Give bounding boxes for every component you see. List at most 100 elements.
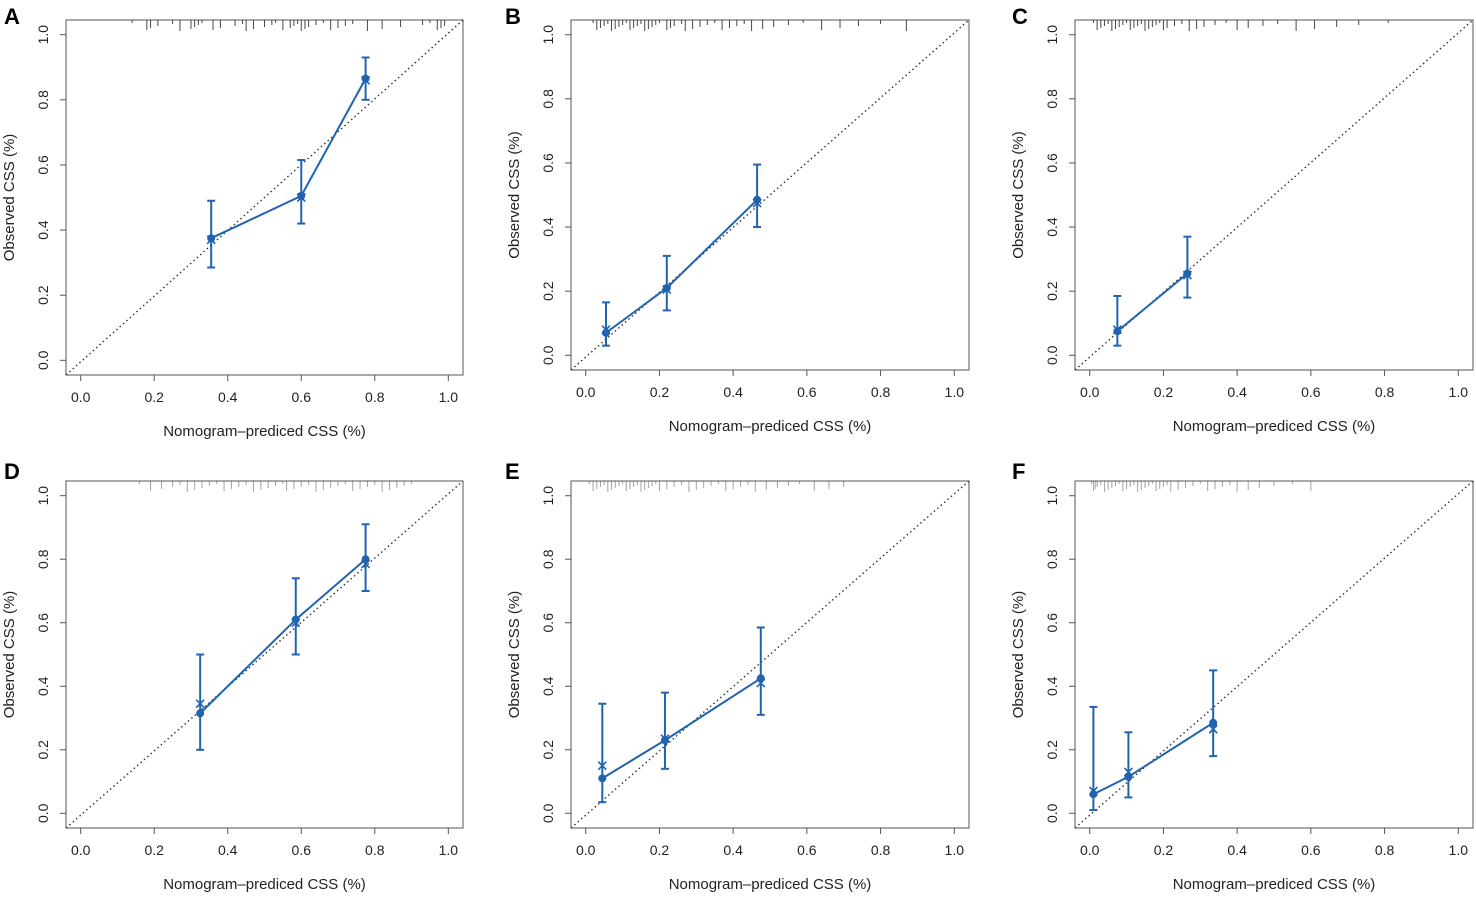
observed-point: [1113, 327, 1122, 336]
y-tick-label: 0.4: [35, 220, 51, 240]
plot-frame: [1074, 19, 1474, 371]
x-tick-label: 0.6: [797, 842, 817, 858]
y-tick-label: 0.8: [35, 549, 51, 569]
bias-corrected-marker: [1123, 767, 1133, 777]
y-tick-label: 0.2: [35, 740, 51, 760]
panel-letter: E: [505, 459, 520, 484]
bias-corrected-marker: [1208, 724, 1218, 734]
bias-corrected-marker: [361, 559, 371, 569]
x-tick-label: 0.8: [871, 842, 891, 858]
y-tick-label: 1.0: [540, 25, 556, 45]
y-axis-title: Observed CSS (%): [1, 134, 18, 262]
y-tick-label: 0.6: [1044, 613, 1060, 633]
x-tick-label: 0.4: [1227, 384, 1247, 400]
x-tick-label: 1.0: [1449, 842, 1469, 858]
observed-point: [660, 736, 669, 745]
panel-letter: C: [1012, 4, 1028, 29]
y-tick-label: 0.0: [540, 803, 556, 823]
x-tick-label: 0.4: [723, 384, 743, 400]
x-tick-label: 0.8: [365, 389, 385, 405]
bias-corrected-marker: [1112, 325, 1122, 335]
calibration-line: [1092, 721, 1214, 796]
y-tick-label: 0.2: [540, 740, 556, 760]
x-tick-label: 0.0: [576, 842, 596, 858]
calibration-line: [210, 78, 367, 240]
x-tick-label: 0.4: [218, 842, 238, 858]
bias-corrected-marker: [361, 75, 371, 85]
observed-point: [196, 709, 205, 718]
bias-corrected-marker: [296, 192, 306, 203]
y-axis-title: Observed CSS (%): [1010, 591, 1027, 719]
y-tick-label: 1.0: [540, 486, 556, 506]
y-tick-label: 0.0: [35, 803, 51, 823]
bias-corrected-marker: [291, 618, 301, 628]
x-tick-label: 0.0: [71, 842, 91, 858]
y-tick-label: 0.2: [35, 285, 51, 305]
x-tick-label: 0.6: [1301, 842, 1321, 858]
ideal-reference-line: [1074, 480, 1474, 829]
bias-corrected-marker: [597, 761, 607, 771]
x-tick-label: 0.6: [1301, 384, 1321, 400]
x-tick-label: 1.0: [945, 384, 965, 400]
observed-point: [598, 774, 607, 783]
y-axis-title: Observed CSS (%): [506, 131, 523, 259]
x-axis-title: Nomogram–prediced CSS (%): [669, 418, 872, 435]
calibration-line: [601, 677, 762, 780]
bias-corrected-marker: [752, 198, 762, 208]
x-tick-label: 0.0: [1080, 384, 1100, 400]
observed-point: [297, 191, 306, 200]
x-axis-title: Nomogram–prediced CSS (%): [163, 876, 366, 893]
x-tick-label: 0.2: [144, 842, 164, 858]
panel-letter: A: [4, 4, 20, 29]
x-tick-label: 1.0: [439, 389, 459, 405]
y-tick-label: 0.6: [1044, 153, 1060, 173]
x-tick-label: 0.2: [1154, 842, 1174, 858]
calibration-line: [199, 558, 367, 714]
x-tick-label: 0.0: [71, 389, 91, 405]
panel-letter: B: [505, 4, 521, 29]
y-tick-label: 0.6: [540, 613, 556, 633]
y-tick-label: 0.4: [1044, 676, 1060, 696]
plot-frame: [1074, 480, 1474, 829]
bias-corrected-marker: [206, 235, 216, 245]
y-tick-label: 1.0: [1044, 25, 1060, 45]
x-tick-label: 0.0: [1080, 842, 1100, 858]
y-tick-label: 0.4: [35, 676, 51, 696]
x-axis-title: Nomogram–prediced CSS (%): [1173, 876, 1376, 893]
x-tick-label: 0.8: [1375, 384, 1395, 400]
bias-corrected-marker: [660, 734, 670, 744]
y-tick-label: 0.4: [540, 217, 556, 237]
x-tick-label: 0.6: [292, 389, 312, 405]
plot-frame: [570, 19, 970, 371]
ideal-reference-line: [65, 19, 464, 376]
x-tick-label: 0.0: [576, 384, 596, 400]
ideal-reference-line: [65, 480, 464, 829]
y-tick-label: 0.8: [540, 89, 556, 109]
x-tick-label: 0.6: [292, 842, 312, 858]
y-tick-label: 0.6: [35, 613, 51, 633]
x-tick-label: 0.4: [1227, 842, 1247, 858]
x-axis-title: Nomogram–prediced CSS (%): [1173, 418, 1376, 435]
x-tick-label: 0.4: [723, 842, 743, 858]
x-tick-label: 0.8: [871, 384, 891, 400]
y-tick-label: 0.8: [1044, 89, 1060, 109]
y-axis-title: Observed CSS (%): [506, 591, 523, 719]
bias-corrected-marker: [195, 699, 205, 709]
y-tick-label: 0.0: [35, 350, 51, 370]
bias-corrected-marker: [662, 284, 672, 295]
x-tick-label: 0.4: [218, 389, 238, 405]
y-tick-label: 0.0: [1044, 803, 1060, 823]
x-tick-label: 1.0: [1449, 384, 1469, 400]
observed-point: [207, 234, 216, 243]
x-tick-label: 0.2: [650, 842, 670, 858]
x-tick-label: 0.8: [1375, 842, 1395, 858]
observed-point: [662, 283, 671, 292]
y-tick-label: 0.8: [540, 549, 556, 569]
panel-b: B 0.0 0.2 0.4 0.6 0.8 1.0 0.0 0.2 0.4 0.6 0.8 1.0 Nom…: [505, 4, 970, 435]
y-tick-label: 0.0: [540, 345, 556, 365]
y-tick-label: 0.2: [540, 281, 556, 301]
x-tick-label: 0.2: [1154, 384, 1174, 400]
y-tick-label: 0.2: [1044, 740, 1060, 760]
y-tick-label: 0.4: [1044, 217, 1060, 237]
